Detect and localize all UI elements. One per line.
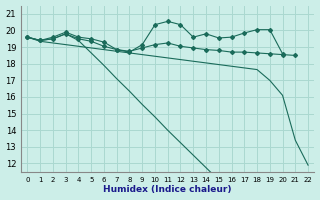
X-axis label: Humidex (Indice chaleur): Humidex (Indice chaleur) [103, 185, 232, 194]
